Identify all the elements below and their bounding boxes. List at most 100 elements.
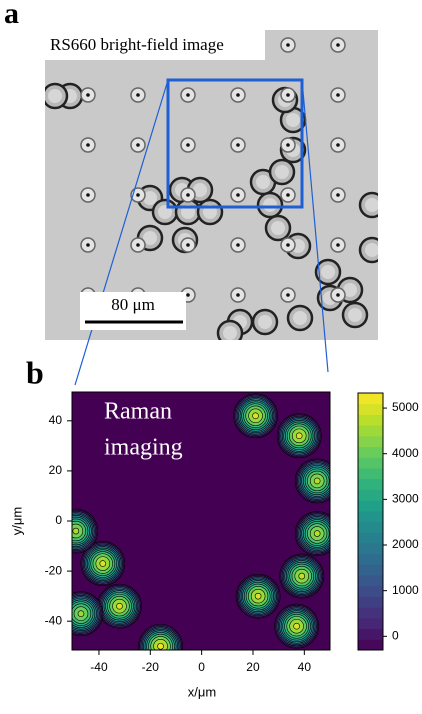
peak-center (296, 433, 302, 439)
peak-center (314, 531, 320, 537)
peak (236, 574, 280, 618)
colorbar-band (358, 618, 383, 629)
colorbar-band (358, 436, 383, 447)
small-bead-dot (186, 193, 190, 197)
bead-core (293, 311, 307, 325)
peak-center (100, 561, 106, 567)
colorbar-tick-label: 0 (392, 628, 399, 642)
bead-core (275, 165, 289, 179)
colorbar-band (358, 489, 383, 500)
y-axis-label: y/μm (9, 507, 24, 535)
small-bead-dot (186, 93, 190, 97)
bead-core (348, 308, 362, 322)
colorbar-band (358, 479, 383, 490)
colorbar-tick-label: 2000 (392, 537, 419, 551)
small-bead-dot (236, 93, 240, 97)
bead-core (365, 243, 379, 257)
y-tick-label: -20 (45, 563, 63, 577)
peak (280, 554, 324, 598)
colorbar-band (358, 554, 383, 565)
small-bead-dot (286, 143, 290, 147)
peak (295, 459, 339, 503)
bead-core (321, 265, 335, 279)
colorbar-band (358, 425, 383, 436)
small-bead-dot (336, 43, 340, 47)
x-axis-label: x/μm (188, 684, 216, 699)
colorbar-band (358, 596, 383, 607)
peak-center (116, 603, 122, 609)
colorbar-band (358, 564, 383, 575)
peak-center (314, 478, 320, 484)
colorbar-tick-label: 4000 (392, 446, 419, 460)
panel-label: b (26, 354, 44, 390)
peak-center (253, 413, 259, 419)
bead-core (263, 198, 277, 212)
y-tick-label: 40 (49, 413, 63, 427)
bead-core (365, 198, 379, 212)
small-bead-dot (136, 193, 140, 197)
small-bead-dot (336, 193, 340, 197)
annotation: Raman (104, 399, 172, 425)
small-bead-dot (86, 143, 90, 147)
peak (295, 512, 339, 556)
x-tick-label: -40 (90, 660, 108, 674)
peak (97, 584, 141, 628)
small-bead-dot (86, 243, 90, 247)
colorbar-tick-label: 3000 (392, 492, 419, 506)
small-bead-dot (186, 293, 190, 297)
small-bead-dot (136, 143, 140, 147)
image-title: RS660 bright-field image (50, 35, 224, 54)
small-bead-dot (336, 293, 340, 297)
panel-label: a (4, 0, 19, 30)
bead-core (48, 89, 62, 103)
bead-core (256, 175, 270, 189)
x-tick-label: -20 (142, 660, 160, 674)
colorbar-tick-label: 5000 (392, 400, 419, 414)
x-tick-label: 0 (198, 660, 205, 674)
colorbar-band (358, 575, 383, 586)
y-tick-label: -40 (45, 613, 63, 627)
colorbar-band (358, 543, 383, 554)
small-bead-dot (136, 93, 140, 97)
scale-bar-label: 80 μm (111, 295, 155, 314)
small-bead-dot (236, 193, 240, 197)
peak-center (294, 623, 300, 629)
colorbar-band (358, 639, 383, 650)
y-tick-label: 0 (55, 513, 62, 527)
colorbar-band (358, 522, 383, 533)
small-bead-dot (86, 193, 90, 197)
x-tick-label: 40 (298, 660, 312, 674)
small-bead-dot (86, 93, 90, 97)
peak (275, 604, 319, 648)
colorbar-band (358, 393, 383, 404)
small-bead-dot (236, 143, 240, 147)
colorbar-band (358, 511, 383, 522)
colorbar-band (358, 607, 383, 618)
small-bead-dot (136, 243, 140, 247)
colorbar-band (358, 586, 383, 597)
small-bead-dot (286, 293, 290, 297)
small-bead-dot (336, 243, 340, 247)
peak-center (73, 528, 79, 534)
peak (234, 394, 278, 438)
small-bead-dot (236, 243, 240, 247)
annotation: imaging (104, 435, 183, 461)
x-tick-label: 20 (246, 660, 260, 674)
peak-center (78, 611, 84, 617)
peak (277, 414, 321, 458)
colorbar-band (358, 629, 383, 640)
small-bead-dot (286, 243, 290, 247)
small-bead-dot (186, 243, 190, 247)
figure: RS660 bright-field image a 80 μm b Raman… (0, 0, 422, 709)
colorbar-band (358, 414, 383, 425)
small-bead-dot (286, 43, 290, 47)
small-bead-dot (286, 193, 290, 197)
colorbar-band (358, 404, 383, 415)
colorbar-band (358, 457, 383, 468)
colorbar-band (358, 532, 383, 543)
bead-core (286, 113, 300, 127)
colorbar-band (358, 447, 383, 458)
small-bead-dot (236, 293, 240, 297)
small-bead-dot (336, 93, 340, 97)
peak (59, 592, 103, 636)
